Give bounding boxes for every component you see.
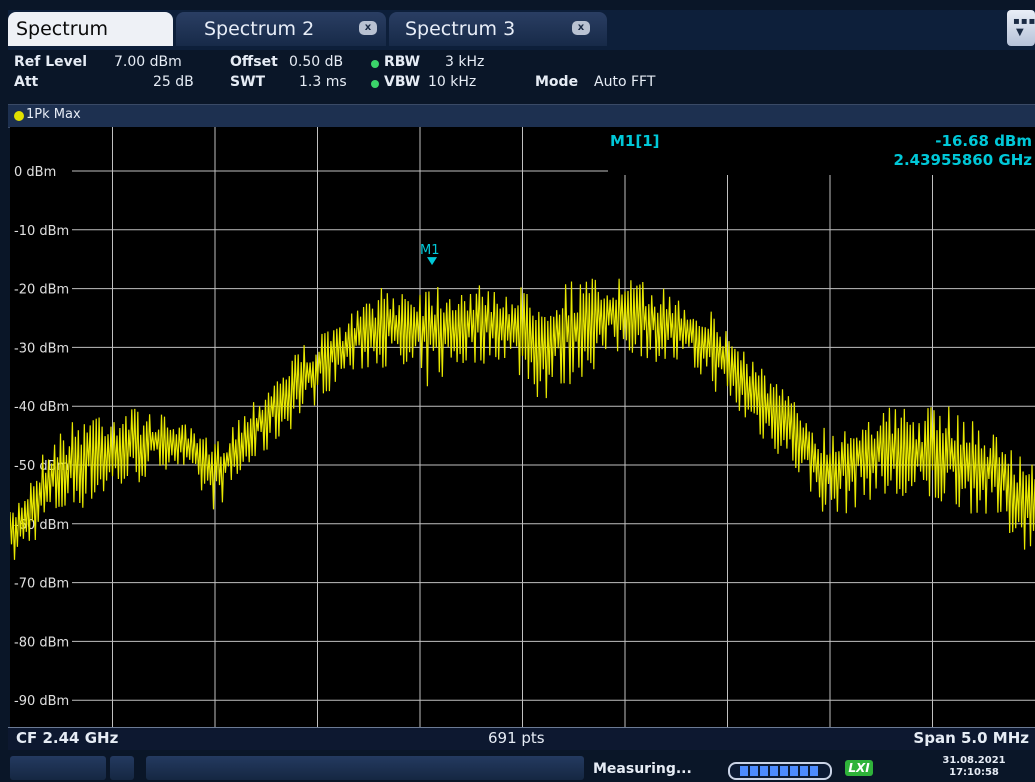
span: Span 5.0 MHz: [913, 729, 1029, 747]
vbw-label: VBW: [384, 74, 421, 90]
tab-spectrum-3[interactable]: Spectrum 3 x: [389, 12, 607, 46]
ref-level-value[interactable]: 7.00 dBm: [114, 54, 182, 70]
markers: M1: [420, 243, 440, 266]
y-tick-label: -30 dBm: [14, 341, 69, 356]
trace: [9, 278, 1035, 560]
status-segment: [10, 756, 106, 780]
coupled-indicator-icon: [371, 60, 379, 68]
ref-level-label: Ref Level: [14, 54, 88, 70]
tab-label: Spectrum: [16, 18, 109, 40]
vbw-value[interactable]: 10 kHz: [428, 74, 477, 90]
y-tick-label: -60 dBm: [14, 518, 69, 533]
rbw-label: RBW: [384, 54, 421, 70]
swt-value[interactable]: 1.3 ms: [299, 74, 347, 90]
trace-info-bar: 1Pk Max: [8, 104, 1035, 128]
time: 17:10:58: [949, 767, 999, 778]
trace-color-icon: [14, 111, 24, 121]
y-tick-label: 0 dBm: [14, 165, 56, 180]
status-bar: Measuring... LXI 31.08.2021 17:10:58: [0, 752, 1035, 782]
close-tab-icon[interactable]: x: [359, 21, 377, 35]
grid: [72, 127, 1035, 727]
date-time: 31.08.2021 17:10:58: [918, 755, 1030, 779]
y-tick-label: -40 dBm: [14, 400, 69, 415]
frequency-info-bar: CF 2.44 GHz 691 pts Span 5.0 MHz: [8, 727, 1035, 750]
measurement-settings: Ref Level 7.00 dBm Offset 0.50 dB RBW 3 …: [8, 50, 1035, 102]
y-tick-label: -10 dBm: [14, 224, 69, 239]
y-tick-label: -90 dBm: [14, 694, 69, 709]
chevron-down-icon: ▼: [1016, 27, 1024, 38]
offset-value[interactable]: 0.50 dB: [289, 54, 344, 70]
tab-label: Spectrum 3: [405, 18, 516, 40]
trace-label: 1Pk Max: [26, 107, 81, 122]
sweep-progress-bar: [728, 762, 832, 780]
marker-readout-frequency: 2.43955860 GHz: [894, 151, 1033, 169]
spectrum-plot[interactable]: 0 dBm -10 dBm -20 dBm -30 dBm -40 dBm -50 dBm…: [9, 127, 1035, 727]
status-segment: [110, 756, 134, 780]
sweep-points: 691 pts: [488, 729, 545, 747]
tab-bar: Spectrum Spectrum 2 x Spectrum 3 x ▪▪▪ ▼: [8, 10, 1035, 50]
spectrum-chart: 0 dBm-10 dBm-20 dBm-30 dBm-40 dBm-50 dBm…: [9, 127, 1035, 727]
trace-line: [9, 278, 1035, 560]
y-tick-label: -80 dBm: [14, 635, 69, 650]
y-tick-label: -70 dBm: [14, 577, 69, 592]
mode-label: Mode: [535, 74, 579, 90]
lxi-logo: LXI: [845, 760, 873, 776]
marker-label: M1: [420, 243, 440, 258]
coupled-indicator-icon: [371, 80, 379, 88]
close-tab-icon[interactable]: x: [572, 21, 590, 35]
menu-dropdown-button[interactable]: ▪▪▪ ▼: [1007, 10, 1035, 46]
offset-label: Offset: [230, 54, 278, 70]
tab-label: Spectrum 2: [204, 18, 315, 40]
marker-readout-label: M1[1]: [610, 132, 660, 150]
y-tick-label: -20 dBm: [14, 283, 69, 298]
more-icon: ▪▪▪: [1013, 16, 1035, 27]
measuring-status: Measuring...: [593, 761, 692, 777]
tab-spectrum-2[interactable]: Spectrum 2 x: [176, 12, 386, 46]
marker-readout-level: -16.68 dBm: [935, 132, 1032, 150]
status-message-area: [146, 756, 584, 780]
rbw-value[interactable]: 3 kHz: [445, 54, 485, 70]
swt-label: SWT: [230, 74, 266, 90]
mode-value[interactable]: Auto FFT: [594, 74, 656, 90]
att-value[interactable]: 25 dB: [153, 74, 194, 90]
marker-triangle-icon: [427, 257, 438, 266]
date: 31.08.2021: [942, 755, 1006, 766]
tab-spectrum[interactable]: Spectrum: [8, 12, 173, 46]
center-frequency: CF 2.44 GHz: [16, 729, 119, 747]
att-label: Att: [14, 74, 39, 90]
progress-fill: [740, 766, 820, 776]
